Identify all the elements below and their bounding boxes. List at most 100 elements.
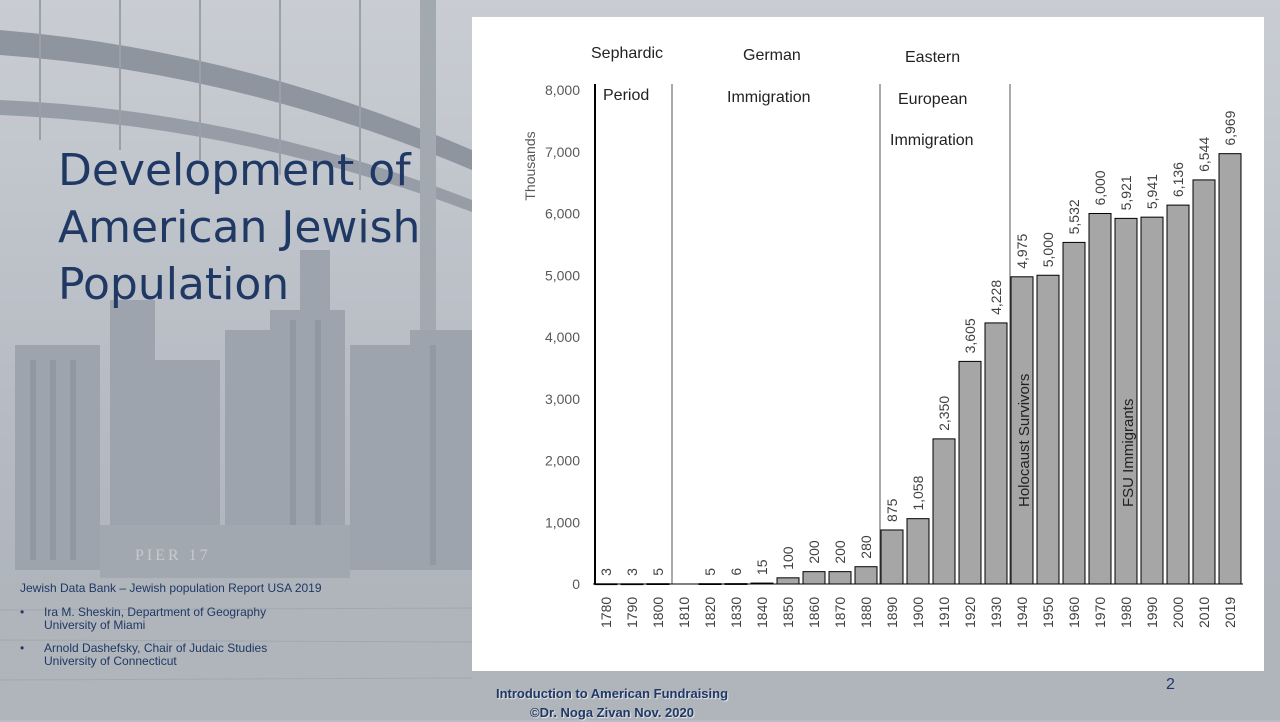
data-label: 2,350 bbox=[936, 396, 952, 431]
data-label: 875 bbox=[884, 498, 900, 522]
bar-2010 bbox=[1192, 179, 1216, 585]
chart-annotation: FSU Immigrants bbox=[1120, 399, 1137, 507]
data-label: 5,921 bbox=[1118, 175, 1134, 210]
x-tick-label: 1830 bbox=[728, 597, 744, 628]
data-label: 5,000 bbox=[1040, 232, 1056, 267]
author-item: Arnold Dashefsky, Chair of Judaic Studie… bbox=[20, 642, 330, 668]
y-tick-label: 5,000 bbox=[545, 267, 580, 283]
x-tick-label: 1880 bbox=[858, 597, 874, 628]
y-tick-label: 4,000 bbox=[545, 329, 580, 345]
x-tick-label: 1820 bbox=[702, 597, 718, 628]
bar-1900 bbox=[906, 518, 930, 585]
y-tick-label: 8,000 bbox=[545, 82, 580, 98]
y-tick-label: 1,000 bbox=[545, 514, 580, 530]
author-name-line: Ira M. Sheskin, Department of Geography bbox=[44, 605, 267, 619]
bar-1860 bbox=[802, 571, 826, 585]
data-label: 6,544 bbox=[1196, 137, 1212, 172]
data-label: 6 bbox=[728, 568, 744, 576]
data-label: 1,058 bbox=[910, 475, 926, 510]
source-title: Jewish Data Bank – Jewish population Rep… bbox=[20, 581, 322, 595]
y-tick-label: 3,000 bbox=[545, 391, 580, 407]
period-label: German bbox=[743, 47, 801, 64]
x-tick-label: 1800 bbox=[650, 597, 666, 628]
bar-1960 bbox=[1062, 241, 1086, 585]
y-tick-label: 2,000 bbox=[545, 453, 580, 469]
data-label: 3,605 bbox=[962, 318, 978, 353]
data-label: 3 bbox=[598, 568, 614, 576]
bar-1870 bbox=[828, 571, 852, 585]
period-label: Period bbox=[603, 87, 649, 104]
x-tick-label: 1930 bbox=[988, 597, 1004, 628]
svg-text:PIER 17: PIER 17 bbox=[135, 547, 211, 564]
x-tick-label: 1970 bbox=[1092, 597, 1108, 628]
x-tick-label: 1990 bbox=[1144, 597, 1160, 628]
x-tick-label: 1910 bbox=[936, 597, 952, 628]
bar-1930 bbox=[984, 322, 1008, 585]
x-tick-label: 1890 bbox=[884, 597, 900, 628]
x-tick-label: 1870 bbox=[832, 597, 848, 628]
y-axis-label: Thousands bbox=[522, 131, 538, 200]
bar-1910 bbox=[932, 438, 956, 585]
data-label: 200 bbox=[806, 540, 822, 564]
source-citation: Jewish Data Bank – Jewish population Rep… bbox=[20, 582, 330, 678]
bar-2019 bbox=[1218, 153, 1242, 585]
bar-1990 bbox=[1140, 216, 1164, 585]
x-tick-label: 1980 bbox=[1118, 597, 1134, 628]
bar-1850 bbox=[776, 577, 800, 585]
author-name-line: Arnold Dashefsky, Chair of Judaic Studie… bbox=[44, 641, 268, 655]
data-label: 5 bbox=[702, 568, 718, 576]
x-tick-label: 1790 bbox=[624, 597, 640, 628]
data-label: 15 bbox=[754, 559, 770, 575]
bar-2000 bbox=[1166, 204, 1190, 585]
author-list: Ira M. Sheskin, Department of Geography … bbox=[20, 606, 330, 668]
data-label: 100 bbox=[780, 546, 796, 570]
x-tick-label: 2019 bbox=[1222, 597, 1238, 628]
chart-annotation: Holocaust Survivors bbox=[1016, 374, 1033, 507]
data-label: 200 bbox=[832, 540, 848, 564]
x-tick-label: 1850 bbox=[780, 597, 796, 628]
population-bar-chart: 0 1,000 2,000 3,000 4,000 5,000 6,000 7,000 8,00… bbox=[522, 45, 1243, 628]
slide-title: Development of American Jewish Populatio… bbox=[58, 145, 421, 310]
data-label: 6,136 bbox=[1170, 162, 1186, 197]
period-label: Immigration bbox=[727, 89, 811, 106]
y-tick-label: 6,000 bbox=[545, 206, 580, 222]
slide-footer: Introduction to American Fundraising ©Dr… bbox=[482, 684, 742, 722]
y-tick-label: 0 bbox=[572, 576, 580, 592]
data-label: 5,532 bbox=[1066, 199, 1082, 234]
author-item: Ira M. Sheskin, Department of Geography … bbox=[20, 606, 330, 632]
x-tick-label: 1940 bbox=[1014, 597, 1030, 628]
data-label: 280 bbox=[858, 535, 874, 559]
x-tick-label: 1810 bbox=[676, 597, 692, 628]
data-label: 6,000 bbox=[1092, 170, 1108, 205]
x-tick-label: 2000 bbox=[1170, 597, 1186, 628]
period-label: Immigration bbox=[890, 132, 974, 149]
period-label: Sephardic bbox=[591, 45, 663, 62]
data-label: 3 bbox=[624, 568, 640, 576]
data-label: 6,969 bbox=[1222, 110, 1238, 145]
bar-1880 bbox=[854, 566, 878, 585]
author-affiliation-line: University of Connecticut bbox=[44, 654, 177, 668]
data-label: 5 bbox=[650, 568, 666, 576]
bar-1890 bbox=[880, 529, 904, 585]
data-label: 4,975 bbox=[1014, 234, 1030, 269]
x-tick-label: 2010 bbox=[1196, 597, 1212, 628]
x-tick-label: 1840 bbox=[754, 597, 770, 628]
bar-1920 bbox=[958, 360, 982, 585]
period-label: Eastern bbox=[905, 49, 960, 66]
data-label: 5,941 bbox=[1144, 174, 1160, 209]
y-tick-label: 7,000 bbox=[545, 144, 580, 160]
x-tick-label: 1780 bbox=[598, 597, 614, 628]
x-tick-label: 1960 bbox=[1066, 597, 1082, 628]
chart-panel: 0 1,000 2,000 3,000 4,000 5,000 6,000 7,000 8,00… bbox=[472, 17, 1264, 671]
bar-1970 bbox=[1088, 213, 1112, 585]
author-affiliation-line: University of Miami bbox=[44, 618, 146, 632]
footer-course-title: Introduction to American Fundraising bbox=[495, 686, 729, 701]
x-tick-label: 1900 bbox=[910, 597, 926, 628]
x-tick-label: 1950 bbox=[1040, 597, 1056, 628]
footer-copyright: ©Dr. Noga Zivan Nov. 2020 bbox=[530, 705, 694, 720]
x-tick-label: 1920 bbox=[962, 597, 978, 628]
x-tick-label: 1860 bbox=[806, 597, 822, 628]
page-number: 2 bbox=[1166, 676, 1175, 693]
bar-1950 bbox=[1036, 274, 1060, 585]
data-label: 4,228 bbox=[988, 280, 1004, 315]
